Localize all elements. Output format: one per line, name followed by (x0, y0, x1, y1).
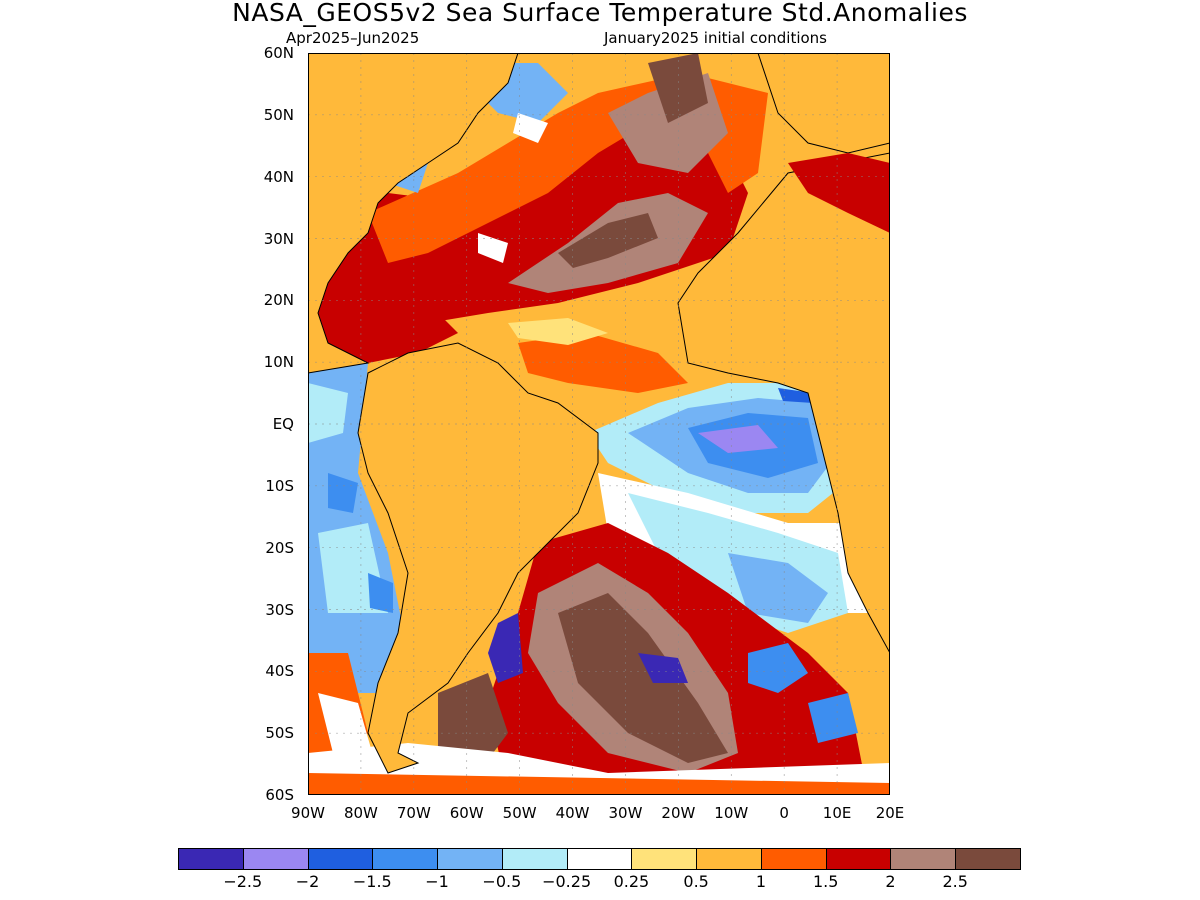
colorbar (178, 848, 1021, 870)
forecast-period: Apr2025–Jun2025 (286, 29, 420, 47)
lat-label: 60S (265, 786, 294, 804)
colorbar-tick-label: −1 (425, 872, 449, 891)
anomaly-natl-brown (558, 53, 708, 268)
anomaly-natl-cool (388, 63, 568, 193)
lat-label: EQ (272, 415, 294, 433)
lon-label: 70W (396, 804, 431, 822)
colorbar-swatch (437, 848, 503, 870)
anomaly-natl-white (478, 113, 548, 263)
lat-label: 10S (265, 476, 294, 495)
colorbar-swatch (890, 848, 957, 870)
lat-label: 40S (265, 662, 294, 681)
colorbar-swatch (501, 848, 568, 870)
colorbar-swatch (372, 848, 439, 870)
colorbar-swatch (825, 848, 892, 870)
sst-anomaly-map (308, 53, 890, 795)
colorbar-swatch (566, 848, 633, 870)
colorbar-tick-label: −0.25 (542, 872, 592, 891)
lat-label: 50N (263, 105, 294, 124)
lon-label: 50W (502, 804, 537, 822)
colorbar-tick-label: −1.5 (352, 872, 392, 891)
colorbar-swatch (307, 848, 374, 870)
anomaly-satl-coolspots (748, 643, 858, 743)
colorbar-tick-label: 1.5 (812, 872, 839, 891)
colorbar-tick-label: −2.5 (223, 872, 263, 891)
anomaly-south-orange (308, 773, 890, 795)
lon-label: 20E (875, 804, 905, 822)
anomaly-caribbean (308, 283, 458, 363)
lon-label: 30W (608, 804, 643, 822)
map-border (308, 53, 890, 795)
lon-label: 10W (714, 804, 749, 822)
anomaly-satl-blue (728, 553, 828, 623)
anomaly-tropical-atl (518, 333, 688, 393)
colorbar-tick-label: 2 (885, 872, 896, 891)
grid-lines (308, 53, 890, 795)
lon-label: 60W (449, 804, 484, 822)
land-south-america (357, 342, 599, 774)
lat-label: 30S (265, 600, 294, 619)
anomaly-mediterranean (788, 153, 890, 233)
lon-label: 10E (822, 804, 852, 822)
colorbar-tick-label: 2.5 (942, 872, 968, 891)
initial-conditions: January2025 initial conditions (604, 29, 827, 47)
colorbar-tick-label: 0.5 (683, 872, 709, 891)
lon-label: 80W (343, 804, 378, 822)
anomaly-natl-brown-light (508, 73, 728, 293)
chart-title: NASA_GEOS5v2 Sea Surface Temperature Std… (232, 0, 968, 27)
lon-label: 90W (291, 804, 325, 822)
colorbar-swatch (242, 848, 309, 870)
anomaly-pacific-blue (328, 473, 393, 613)
colorbar-tick-label: 1 (755, 872, 767, 891)
lat-label: 10N (263, 353, 294, 372)
colorbar-tick-label: −0.5 (482, 872, 522, 891)
lat-label: 30N (263, 229, 294, 248)
anomaly-pacific-lightblue (308, 383, 388, 613)
colorbar-swatch (696, 848, 762, 870)
land-north-america (308, 53, 519, 374)
anomaly-tropical-yellow (508, 318, 608, 345)
colorbar-swatch (178, 848, 244, 870)
lat-label: 40N (263, 167, 294, 186)
colorbar-swatch (631, 848, 698, 870)
lat-label: 50S (265, 724, 294, 743)
anomaly-eq-violet (698, 425, 778, 453)
lon-label: 20W (661, 804, 696, 822)
colorbar-swatch (955, 848, 1021, 870)
lon-label: 40W (555, 804, 590, 822)
anomaly-satl-navy (488, 613, 688, 683)
lat-label: 60N (263, 44, 294, 62)
colorbar-tick-label: 0.25 (613, 872, 650, 891)
lon-label: 0 (779, 804, 789, 822)
colorbar-swatch (760, 848, 827, 870)
anomaly-satl-brown (438, 593, 728, 773)
lat-label: 20N (263, 291, 294, 310)
lat-label: 20S (265, 538, 294, 557)
colorbar-tick-label: −2 (295, 872, 320, 891)
